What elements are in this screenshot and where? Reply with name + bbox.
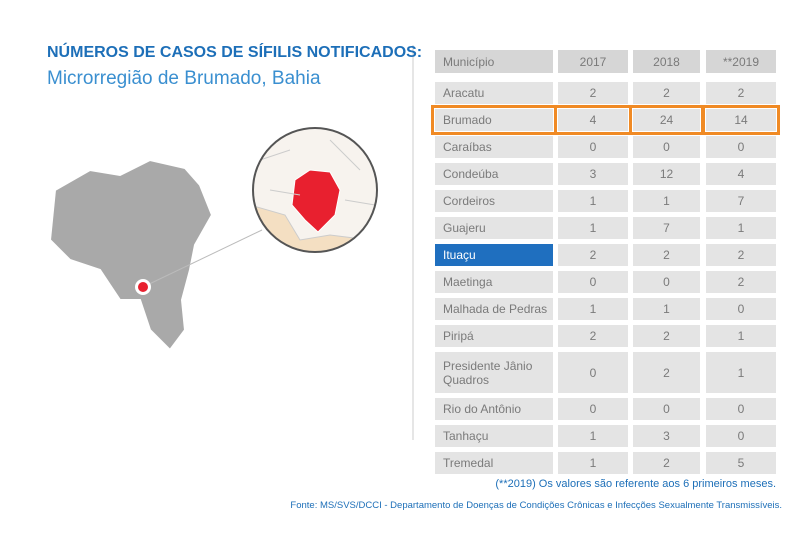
municipio-cell: Piripá [435,325,553,347]
value-cell: 2 [706,244,776,266]
value-cell: 0 [633,398,700,420]
value-cell: 5 [706,452,776,474]
value-cell: 0 [558,271,628,293]
value-cell: 0 [706,398,776,420]
value-cell: 2 [633,82,700,104]
value-cell: 2 [558,82,628,104]
zoom-circle [252,127,378,253]
highlight-box [629,105,704,135]
value-cell: 1 [558,190,628,212]
value-cell: 1 [558,217,628,239]
highlight-box [702,105,780,135]
value-cell: 2 [558,325,628,347]
value-cell: 2 [633,244,700,266]
value-cell: 0 [633,136,700,158]
value-cell: 0 [558,136,628,158]
municipio-cell: Malhada de Pedras [435,298,553,320]
footnote: (**2019) Os valores são referente aos 6 … [495,478,776,490]
zoom-line [142,229,263,288]
bahia-map [48,158,214,352]
zoom-map [253,128,377,252]
highlight-box [431,105,557,135]
value-cell: 2 [558,244,628,266]
municipio-cell: Caraíbas [435,136,553,158]
value-cell: 3 [633,425,700,447]
value-cell: 1 [706,217,776,239]
value-cell: 4 [558,109,628,131]
value-cell: 14 [706,109,776,131]
value-cell: 7 [633,217,700,239]
municipio-cell: Tanhaçu [435,425,553,447]
value-cell: 0 [706,136,776,158]
value-cell: 2 [633,325,700,347]
value-cell: 1 [633,298,700,320]
header-cell: **2019 [706,50,776,73]
map-dot [138,282,148,292]
value-cell: 0 [558,398,628,420]
subtitle: Microrregião de Brumado, Bahia [47,68,321,89]
value-cell: 0 [558,352,628,393]
value-cell: 3 [558,163,628,185]
municipio-cell: Condeúba [435,163,553,185]
header-cell: Município [435,50,553,73]
header-cell: 2017 [558,50,628,73]
value-cell: 4 [706,163,776,185]
highlight-box [554,105,632,135]
value-cell: 2 [706,82,776,104]
value-cell: 1 [558,452,628,474]
municipio-cell: Cordeiros [435,190,553,212]
municipio-cell: Tremedal [435,452,553,474]
municipio-cell: Ituaçu [435,244,553,266]
municipio-cell: Brumado [435,109,553,131]
value-cell: 0 [633,271,700,293]
header-cell: 2018 [633,50,700,73]
value-cell: 1 [633,190,700,212]
value-cell: 2 [633,352,700,393]
value-cell: 0 [706,425,776,447]
value-cell: 12 [633,163,700,185]
source: Fonte: MS/SVS/DCCI - Departamento de Doe… [290,500,782,511]
municipio-cell: Presidente Jânio Quadros [435,352,553,393]
value-cell: 1 [558,298,628,320]
value-cell: 1 [706,352,776,393]
municipio-cell: Maetinga [435,271,553,293]
municipio-cell: Aracatu [435,82,553,104]
value-cell: 24 [633,109,700,131]
value-cell: 2 [706,271,776,293]
title: NÚMEROS DE CASOS DE SÍFILIS NOTIFICADOS: [47,44,423,61]
value-cell: 0 [706,298,776,320]
municipio-cell: Rio do Antônio [435,398,553,420]
value-cell: 1 [706,325,776,347]
municipio-cell: Guajeru [435,217,553,239]
value-cell: 7 [706,190,776,212]
value-cell: 2 [633,452,700,474]
value-cell: 1 [558,425,628,447]
